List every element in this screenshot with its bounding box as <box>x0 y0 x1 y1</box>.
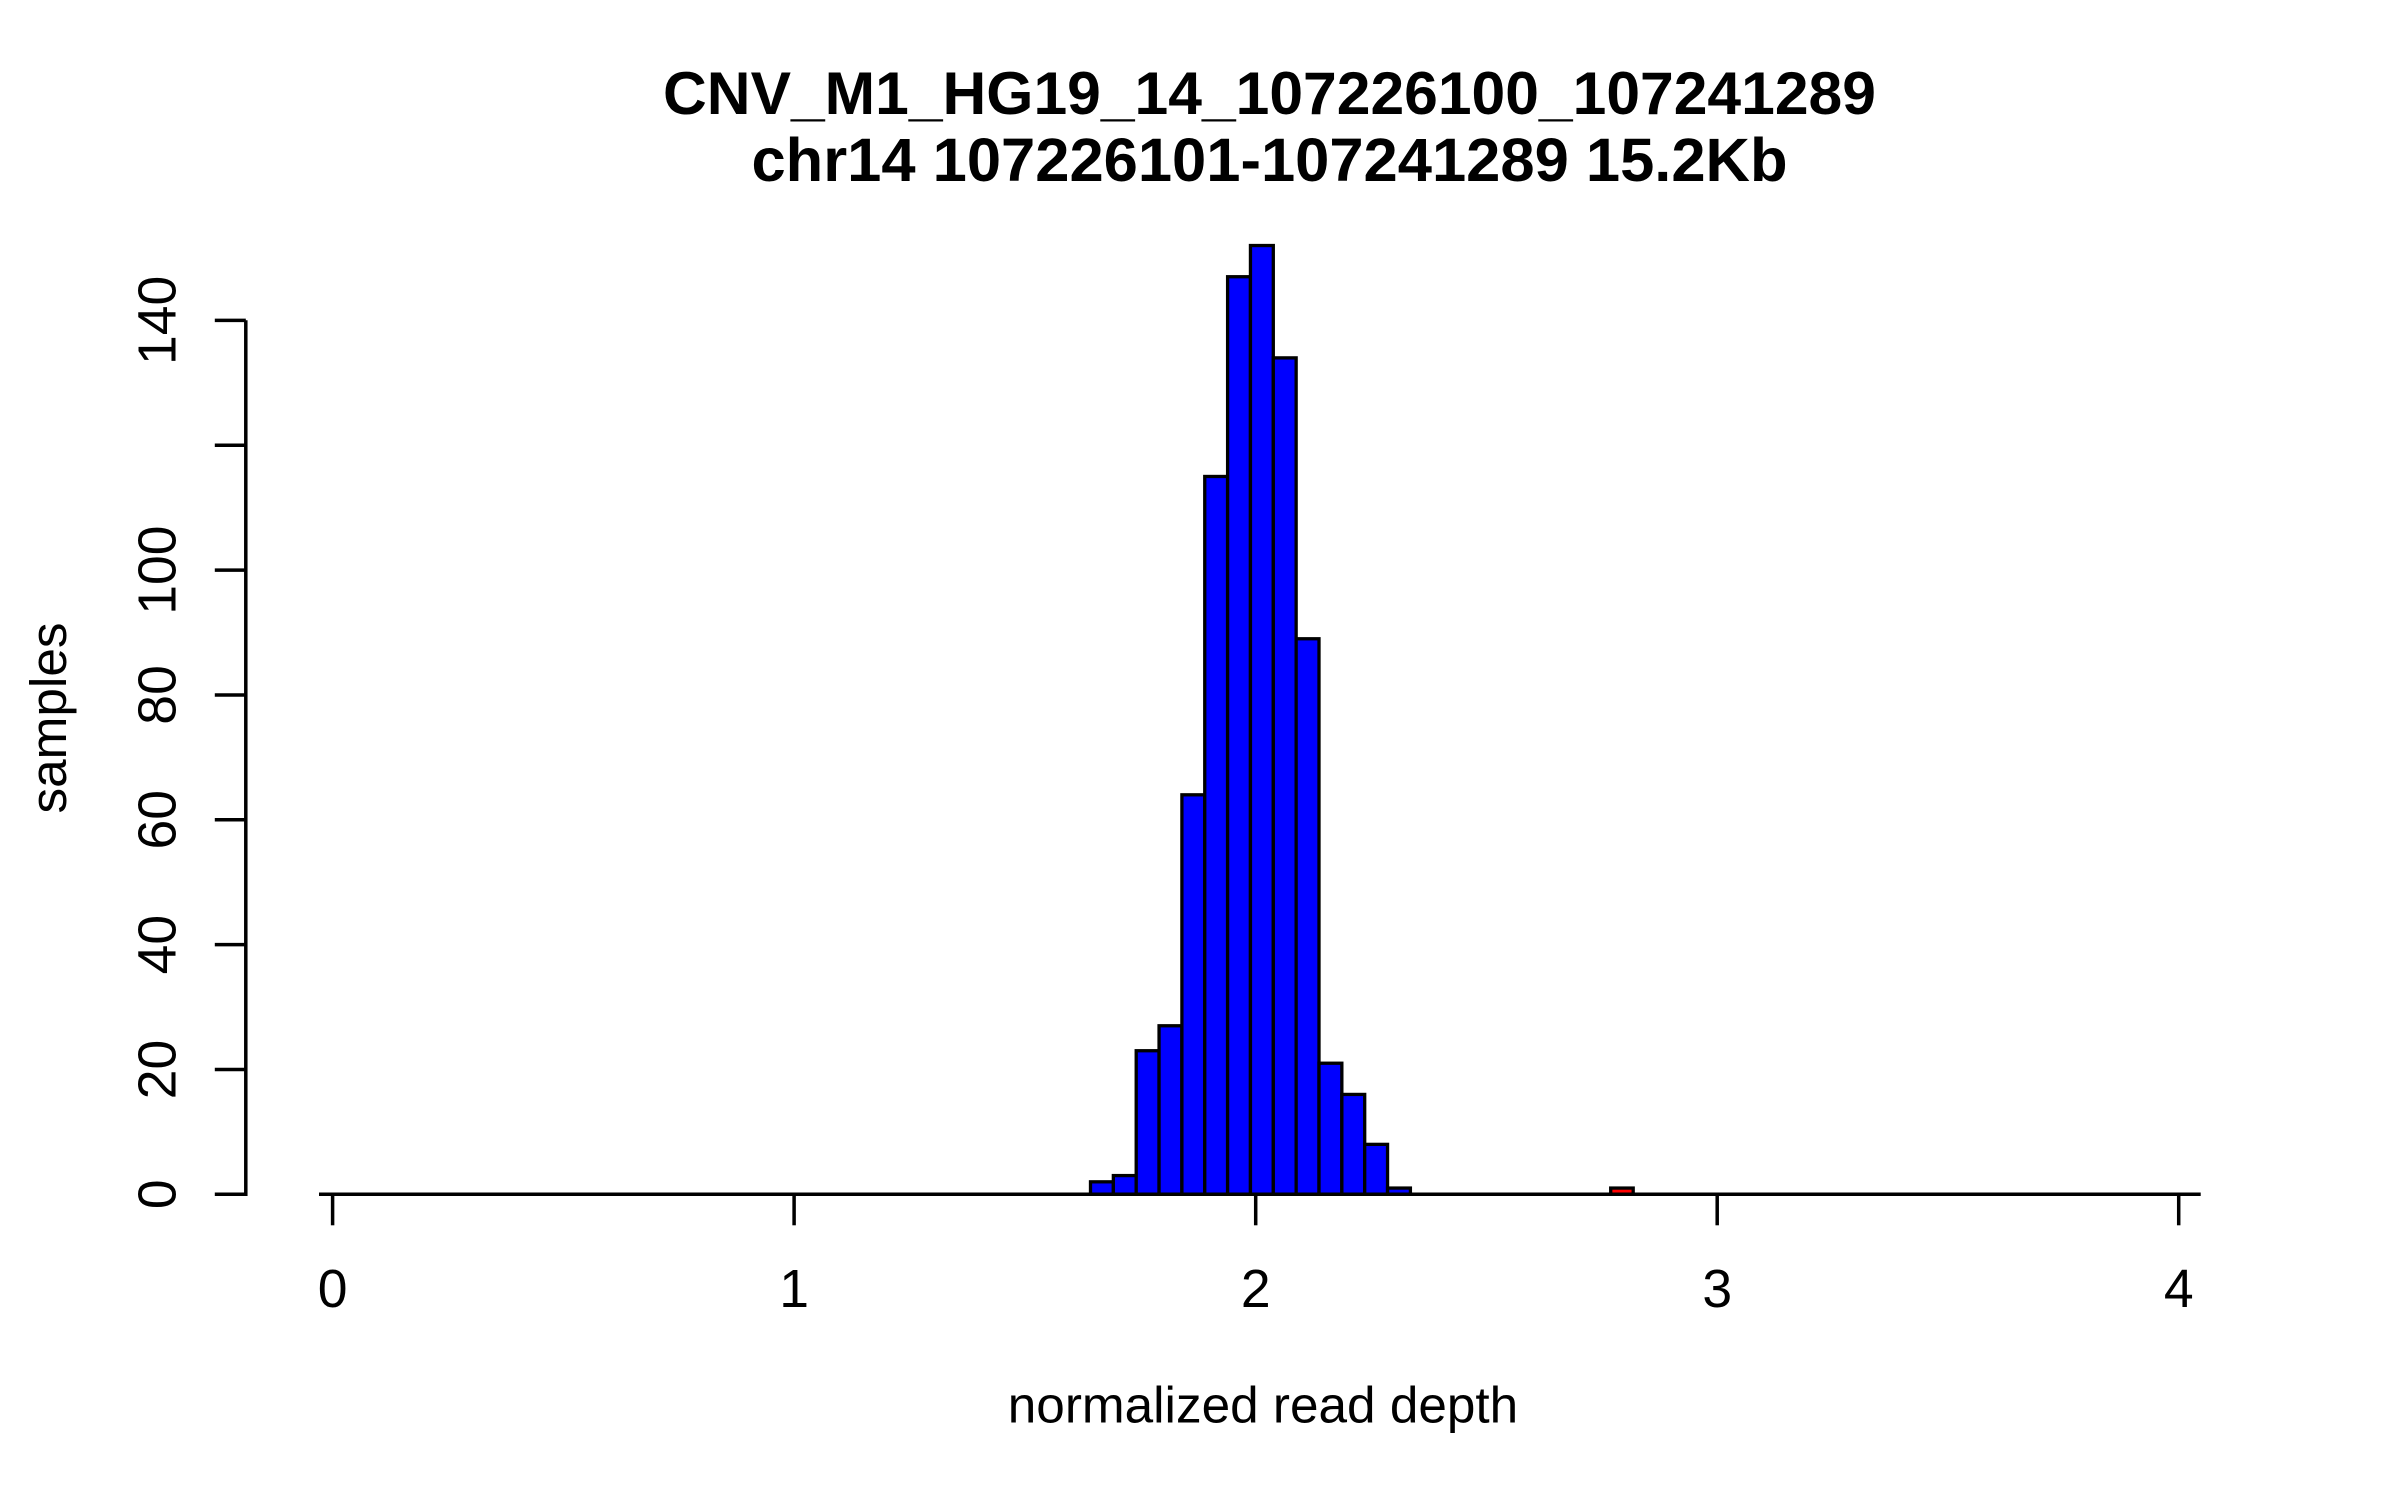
svg-text:chr14 107226101-107241289 15.2: chr14 107226101-107241289 15.2Kb <box>751 126 1787 195</box>
svg-text:normalized read depth: normalized read depth <box>1008 1377 1518 1434</box>
svg-text:0: 0 <box>129 1179 188 1209</box>
svg-text:0: 0 <box>318 1260 348 1319</box>
svg-text:60: 60 <box>129 790 188 850</box>
svg-text:CNV_M1_HG19_14_107226100_10724: CNV_M1_HG19_14_107226100_107241289 <box>663 59 1876 127</box>
svg-text:20: 20 <box>129 1040 188 1100</box>
svg-text:100: 100 <box>129 525 188 614</box>
svg-text:80: 80 <box>129 665 188 725</box>
svg-text:4: 4 <box>2164 1260 2194 1319</box>
svg-text:40: 40 <box>129 915 188 975</box>
svg-text:1: 1 <box>779 1260 809 1319</box>
svg-text:2: 2 <box>1241 1260 1271 1319</box>
svg-text:samples: samples <box>20 622 77 813</box>
svg-text:140: 140 <box>129 276 188 365</box>
svg-text:3: 3 <box>1702 1260 1732 1319</box>
